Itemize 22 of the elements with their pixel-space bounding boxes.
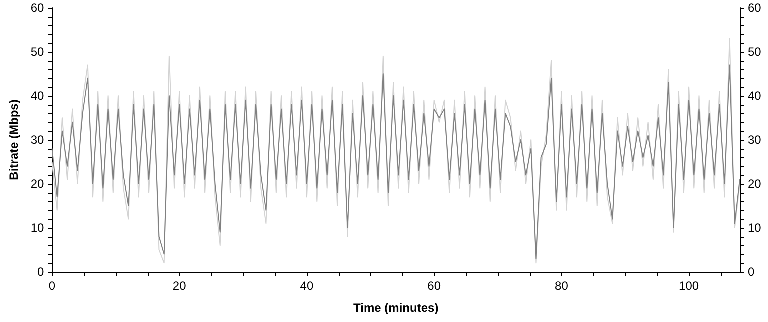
x-tick-label: 60 (428, 279, 442, 293)
x-tick-label: 80 (555, 279, 569, 293)
y-tick-label: 40 (30, 89, 45, 103)
x-tick-label: 20 (172, 279, 187, 293)
x-tick-label: 0 (48, 279, 56, 293)
y-tick-label: 30 (30, 133, 45, 147)
y2-tick-label: 50 (748, 45, 762, 59)
x-axis-title: Time (minutes) (354, 301, 439, 315)
x-tick-label: 100 (679, 279, 700, 293)
y-tick-label: 0 (38, 265, 45, 279)
y2-tick-label: 10 (748, 221, 762, 235)
y2-tick-label: 20 (748, 177, 762, 191)
y-tick-label: 60 (30, 1, 45, 15)
y-axis-title: Bitrate (Mbps) (7, 100, 21, 180)
y2-tick-label: 0 (748, 265, 755, 279)
x-tick-label: 40 (300, 279, 314, 293)
y2-tick-label: 40 (748, 89, 762, 103)
y-tick-label: 20 (30, 177, 45, 191)
y2-tick-label: 30 (748, 133, 762, 147)
y-tick-label: 10 (30, 221, 45, 235)
y-tick-label: 50 (30, 45, 45, 59)
y2-tick-label: 60 (748, 1, 762, 15)
